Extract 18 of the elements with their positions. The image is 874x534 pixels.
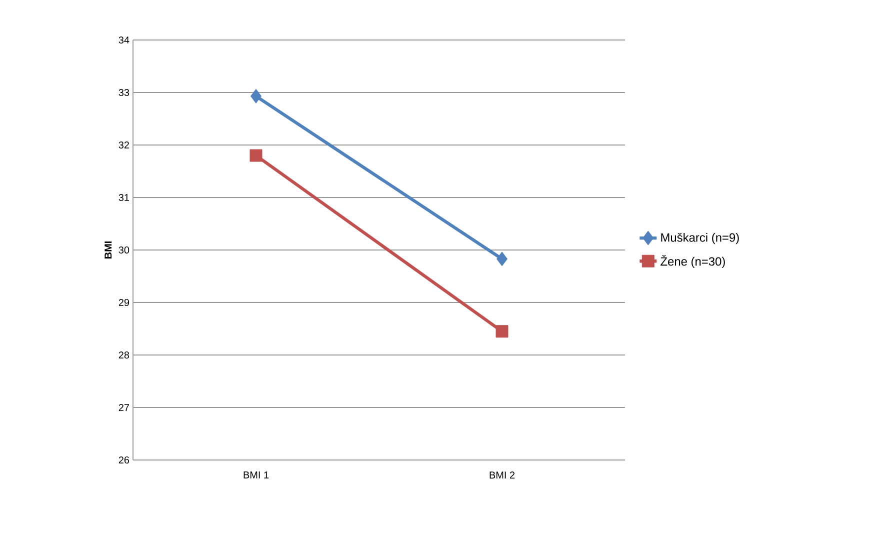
y-tick-label: 30: [118, 246, 130, 254]
legend-label: Žene (n=30): [660, 255, 725, 268]
y-tick-label: 34: [118, 36, 130, 44]
y-tick-label: 33: [118, 88, 130, 96]
y-tick-label: 32: [118, 141, 129, 149]
y-tick-label: 27: [118, 404, 129, 411]
y-tick-label: 29: [118, 298, 130, 306]
y-tick-label: 31: [118, 194, 129, 202]
point: [496, 325, 508, 338]
point: [250, 88, 262, 104]
legend-label: Muškarci (n=9): [661, 232, 739, 244]
point: [496, 252, 508, 266]
y-axis-title: BMI: [104, 242, 112, 258]
y-tick-label: 26: [118, 456, 130, 464]
y-tick-label: 28: [118, 351, 130, 359]
x-tick-label: BMI 2: [490, 472, 515, 478]
point: [250, 149, 262, 162]
x-tick-label: BMI 1: [244, 472, 269, 478]
